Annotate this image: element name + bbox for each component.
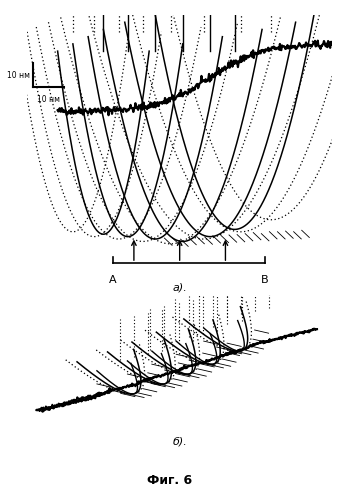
Text: 10 нм: 10 нм — [7, 70, 30, 80]
Text: A: A — [109, 275, 116, 285]
Text: Фиг. 6: Фиг. 6 — [147, 474, 192, 488]
Text: 10 нм: 10 нм — [37, 94, 60, 104]
Text: B: B — [261, 275, 269, 285]
Text: б).: б). — [172, 436, 187, 446]
Text: а).: а). — [172, 282, 187, 292]
